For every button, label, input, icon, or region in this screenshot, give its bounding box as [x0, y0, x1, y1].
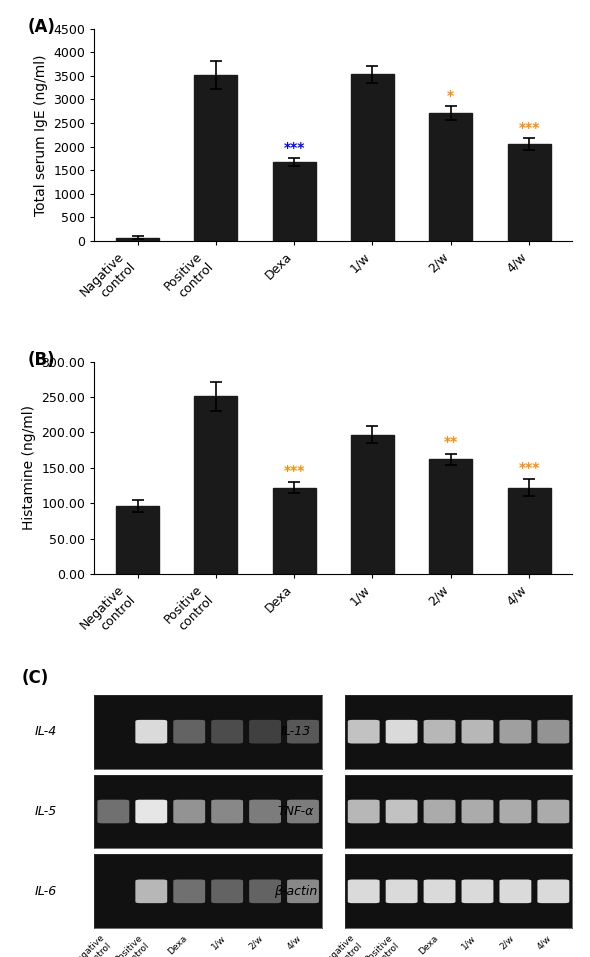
- FancyBboxPatch shape: [173, 720, 205, 744]
- FancyBboxPatch shape: [500, 720, 532, 744]
- FancyBboxPatch shape: [173, 879, 205, 903]
- Bar: [273, 488, 316, 574]
- FancyBboxPatch shape: [424, 720, 455, 744]
- Bar: [430, 459, 473, 574]
- Bar: [507, 488, 550, 574]
- Y-axis label: TNF-α: TNF-α: [278, 805, 314, 818]
- Text: **: **: [444, 435, 458, 450]
- FancyBboxPatch shape: [287, 879, 319, 903]
- FancyBboxPatch shape: [461, 800, 493, 823]
- FancyBboxPatch shape: [135, 800, 167, 823]
- Y-axis label: Histamine (ng/ml): Histamine (ng/ml): [22, 406, 36, 530]
- FancyBboxPatch shape: [386, 879, 418, 903]
- Y-axis label: IL-4: IL-4: [35, 725, 57, 738]
- FancyBboxPatch shape: [500, 800, 532, 823]
- FancyBboxPatch shape: [249, 879, 281, 903]
- Text: ***: ***: [284, 142, 305, 155]
- FancyBboxPatch shape: [461, 720, 493, 744]
- FancyBboxPatch shape: [424, 800, 455, 823]
- FancyBboxPatch shape: [135, 879, 167, 903]
- FancyBboxPatch shape: [249, 720, 281, 744]
- Bar: [194, 396, 237, 574]
- Bar: [194, 75, 237, 241]
- Text: *: *: [447, 89, 454, 102]
- Text: ***: ***: [284, 464, 305, 478]
- Bar: [351, 434, 394, 574]
- FancyBboxPatch shape: [424, 879, 455, 903]
- Bar: [351, 75, 394, 241]
- Text: (C): (C): [22, 669, 49, 687]
- Y-axis label: IL-5: IL-5: [35, 805, 57, 818]
- FancyBboxPatch shape: [211, 800, 243, 823]
- Y-axis label: Total serum IgE (ng/ml): Total serum IgE (ng/ml): [34, 55, 48, 215]
- Text: (A): (A): [28, 18, 55, 36]
- FancyBboxPatch shape: [211, 879, 243, 903]
- FancyBboxPatch shape: [211, 720, 243, 744]
- Bar: [116, 506, 159, 574]
- FancyBboxPatch shape: [461, 879, 493, 903]
- FancyBboxPatch shape: [135, 720, 167, 744]
- FancyBboxPatch shape: [537, 800, 569, 823]
- Text: ***: ***: [519, 121, 540, 135]
- FancyBboxPatch shape: [287, 800, 319, 823]
- Y-axis label: IL-13: IL-13: [281, 725, 312, 738]
- Text: ***: ***: [519, 461, 540, 475]
- FancyBboxPatch shape: [348, 879, 379, 903]
- Y-axis label: β-actin: β-actin: [274, 885, 318, 898]
- FancyBboxPatch shape: [97, 800, 129, 823]
- FancyBboxPatch shape: [287, 720, 319, 744]
- FancyBboxPatch shape: [173, 800, 205, 823]
- FancyBboxPatch shape: [500, 879, 532, 903]
- Bar: [430, 113, 473, 241]
- Bar: [273, 162, 316, 241]
- FancyBboxPatch shape: [348, 720, 379, 744]
- Bar: [116, 237, 159, 241]
- Text: (B): (B): [28, 351, 55, 369]
- FancyBboxPatch shape: [348, 800, 379, 823]
- FancyBboxPatch shape: [386, 720, 418, 744]
- FancyBboxPatch shape: [249, 800, 281, 823]
- FancyBboxPatch shape: [386, 800, 418, 823]
- Bar: [507, 144, 550, 241]
- FancyBboxPatch shape: [537, 879, 569, 903]
- Y-axis label: IL-6: IL-6: [35, 885, 57, 898]
- FancyBboxPatch shape: [537, 720, 569, 744]
